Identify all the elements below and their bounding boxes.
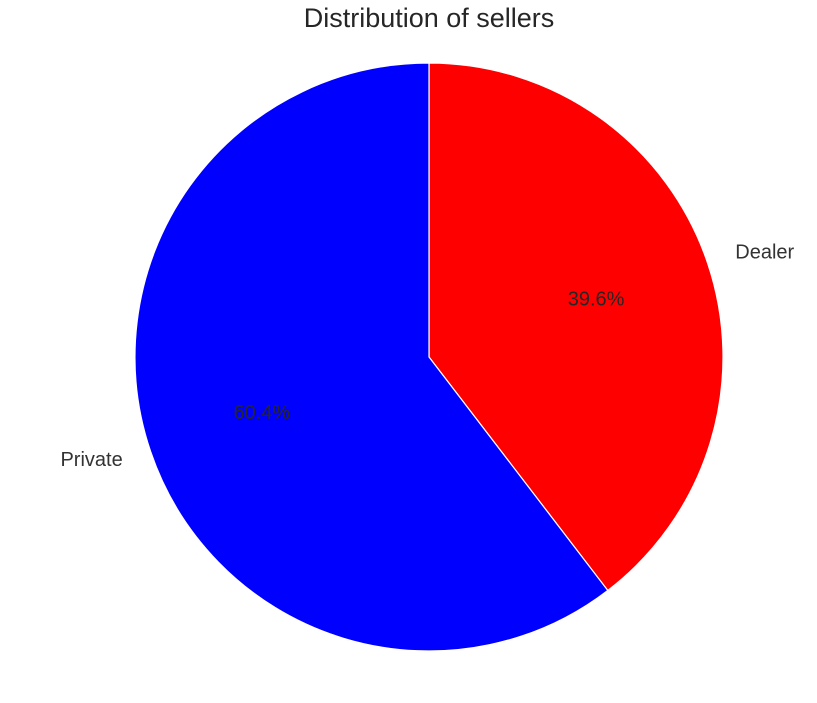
slice-label-private: Private [60,449,122,471]
chart-title: Distribution of sellers [304,3,555,33]
percent-label-dealer: 39.6% [568,289,625,311]
percent-label-private: 60.4% [234,402,291,424]
pie-slices [134,62,724,652]
slice-private [134,62,609,652]
slice-dealer [428,62,724,592]
pie-labels: Dealer 39.6% Private 60.4% [60,241,794,471]
slice-label-dealer: Dealer [735,241,794,263]
